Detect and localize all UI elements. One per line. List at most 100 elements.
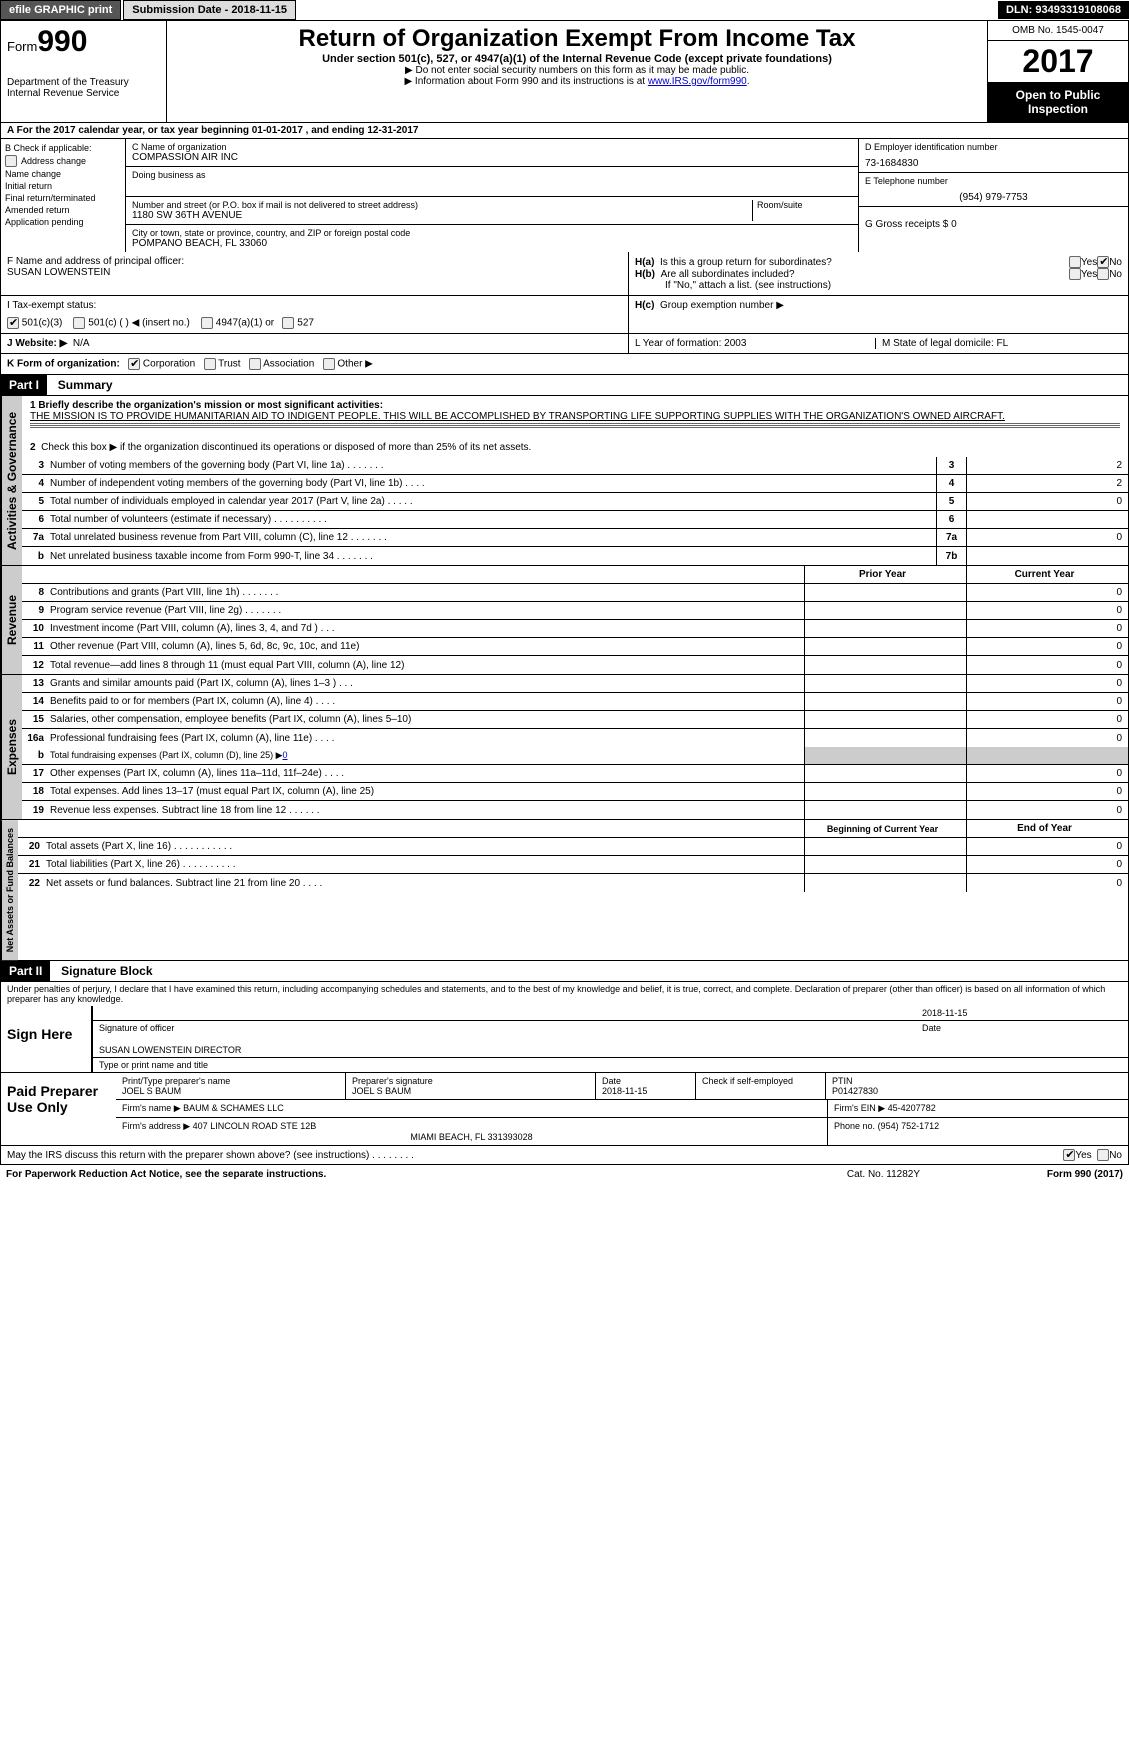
cat-no: Cat. No. 11282Y (847, 1169, 1047, 1180)
dln: DLN: 93493319108068 (998, 1, 1129, 19)
city: POMPANO BEACH, FL 33060 (132, 238, 852, 249)
part1-header: Part I Summary (0, 375, 1129, 396)
hb-yes[interactable] (1069, 268, 1081, 280)
q1-label: 1 Briefly describe the organization's mi… (30, 400, 383, 411)
governance-tab: Activities & Governance (1, 396, 22, 565)
other-check[interactable] (323, 358, 335, 370)
preparer-block: Paid Preparer Use Only Print/Type prepar… (0, 1073, 1129, 1146)
addr-label: Number and street (or P.O. box if mail i… (132, 200, 752, 210)
prep-date: 2018-11-15 (602, 1086, 689, 1096)
officer-print-name: SUSAN LOWENSTEIN DIRECTOR (99, 1045, 241, 1055)
trust-check[interactable] (204, 358, 216, 370)
discuss-yes[interactable] (1063, 1149, 1075, 1161)
city-label: City or town, state or province, country… (132, 228, 852, 238)
dba-label: Doing business as (132, 170, 852, 180)
begin-year-hdr: Beginning of Current Year (804, 820, 966, 837)
gross-receipts: G Gross receipts $ 0 (865, 219, 1122, 230)
officer-name: SUSAN LOWENSTEIN (7, 267, 622, 278)
end-year-hdr: End of Year (966, 820, 1128, 837)
topbar: efile GRAPHIC print Submission Date - 20… (0, 0, 1129, 20)
q2: Check this box ▶ if the organization dis… (41, 442, 531, 453)
prior-year-hdr: Prior Year (804, 566, 966, 583)
part2-header: Part II Signature Block (0, 961, 1129, 982)
form-prefix: Form (7, 39, 37, 54)
hb-no[interactable] (1097, 268, 1109, 280)
row-j-label: J Website: ▶ (7, 338, 67, 349)
discuss-no[interactable] (1097, 1149, 1109, 1161)
submission-date: Submission Date - 2018-11-15 (123, 0, 296, 20)
527-check[interactable] (282, 317, 294, 329)
row-l: L Year of formation: 2003 (635, 338, 876, 349)
501c3-check[interactable] (7, 317, 19, 329)
prep-name: JOEL S BAUM (122, 1086, 339, 1096)
row-k-label: K Form of organization: (7, 359, 120, 370)
balance-section: Net Assets or Fund Balances Beginning of… (0, 820, 1129, 961)
penalty-text: Under penalties of perjury, I declare th… (0, 982, 1129, 1006)
form-org-row: K Form of organization: Corporation Trus… (0, 354, 1129, 375)
sign-date: 2018-11-15 (922, 1008, 1122, 1018)
current-year-hdr: Current Year (966, 566, 1128, 583)
discuss-row: May the IRS discuss this return with the… (0, 1146, 1129, 1165)
officer-label: F Name and address of principal officer: (7, 256, 622, 267)
subtitle: Under section 501(c), 527, or 4947(a)(1)… (171, 53, 983, 65)
col-b-header: B Check if applicable: (5, 143, 121, 153)
note2-pre: ▶ Information about Form 990 and its ins… (404, 76, 647, 87)
firm-ein: 45-4207782 (888, 1103, 936, 1113)
row-m: M State of legal domicile: FL (876, 338, 1122, 349)
firm-phone: (954) 752-1712 (878, 1121, 940, 1131)
ha-label: Is this a group return for subordinates? (660, 257, 1069, 268)
irs: Internal Revenue Service (7, 88, 160, 99)
open1: Open to Public (1016, 88, 1101, 102)
4947-check[interactable] (201, 317, 213, 329)
efile-button[interactable]: efile GRAPHIC print (0, 0, 121, 20)
assoc-check[interactable] (249, 358, 261, 370)
sign-here-block: Sign Here 2018-11-15 Signature of office… (0, 1006, 1129, 1073)
hb-note: If "No," attach a list. (see instruction… (635, 280, 1122, 291)
hc-label: Group exemption number ▶ (660, 300, 784, 311)
officer-row: F Name and address of principal officer:… (0, 252, 1129, 296)
irs-link[interactable]: www.IRS.gov/form990 (648, 76, 747, 87)
website-row: J Website: ▶ N/A L Year of formation: 20… (0, 334, 1129, 354)
org-name-label: C Name of organization (132, 142, 852, 152)
ein: 73-1684830 (865, 158, 1122, 169)
bottom-row: For Paperwork Reduction Act Notice, see … (0, 1165, 1129, 1184)
form-header: Form990 Department of the Treasury Inter… (0, 20, 1129, 123)
col-de: D Employer identification number 73-1684… (858, 139, 1128, 252)
col-b: B Check if applicable: Address change Na… (1, 139, 126, 252)
addr-change-check[interactable] (5, 155, 17, 167)
revenue-tab: Revenue (1, 566, 22, 674)
firm-name: BAUM & SCHAMES LLC (183, 1103, 284, 1113)
governance-section: Activities & Governance 1 Briefly descri… (0, 396, 1129, 566)
org-name: COMPASSION AIR INC (132, 152, 852, 163)
form-number: 990 (37, 25, 87, 58)
dept: Department of the Treasury (7, 77, 160, 88)
form-title: Return of Organization Exempt From Incom… (171, 25, 983, 53)
expenses-tab: Expenses (1, 675, 22, 819)
501c-check[interactable] (73, 317, 85, 329)
ha-no[interactable] (1097, 256, 1109, 268)
part1-title: Summary (50, 375, 121, 395)
tax-status-row: I Tax-exempt status: 501(c)(3) 501(c) ( … (0, 296, 1129, 334)
part2-badge: Part II (1, 961, 50, 981)
room-label: Room/suite (757, 200, 852, 210)
note1: ▶ Do not enter social security numbers o… (171, 65, 983, 76)
firm-addr: 407 LINCOLN ROAD STE 12B (193, 1121, 317, 1131)
website: N/A (73, 338, 90, 349)
tax-year: 2017 (988, 41, 1128, 82)
col-c: C Name of organization COMPASSION AIR IN… (126, 139, 858, 252)
part1-badge: Part I (1, 375, 47, 395)
row-a: A For the 2017 calendar year, or tax yea… (0, 123, 1129, 139)
corp-check[interactable] (128, 358, 140, 370)
revenue-section: Revenue Prior YearCurrent Year 8Contribu… (0, 566, 1129, 675)
discuss-text: May the IRS discuss this return with the… (7, 1150, 1063, 1161)
ha-yes[interactable] (1069, 256, 1081, 268)
row-i-label: I Tax-exempt status: (7, 300, 96, 311)
hb-label: Are all subordinates included? (661, 269, 1069, 280)
balance-tab: Net Assets or Fund Balances (1, 820, 18, 960)
main-grid: B Check if applicable: Address change Na… (0, 139, 1129, 252)
sign-here-label: Sign Here (1, 1006, 81, 1072)
part2-title: Signature Block (53, 961, 160, 981)
form-ref: Form 990 (2017) (1047, 1169, 1123, 1180)
ptin: P01427830 (832, 1086, 1122, 1096)
omb: OMB No. 1545-0047 (988, 21, 1128, 41)
